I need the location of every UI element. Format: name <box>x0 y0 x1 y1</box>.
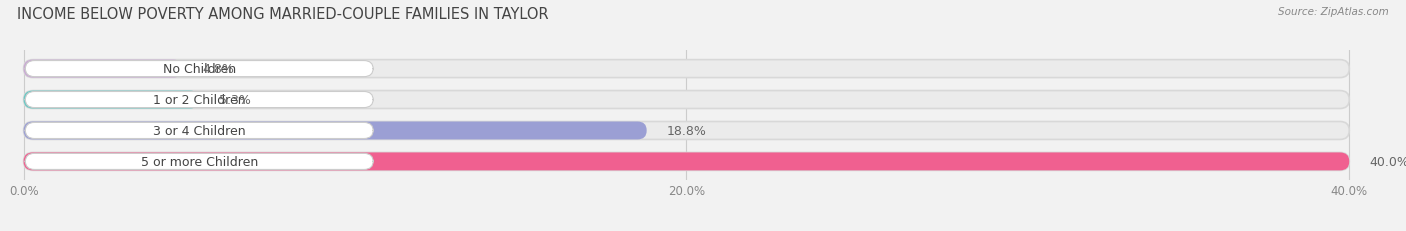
FancyBboxPatch shape <box>24 91 200 109</box>
Text: 40.0%: 40.0% <box>1369 155 1406 168</box>
Text: No Children: No Children <box>163 63 236 76</box>
FancyBboxPatch shape <box>24 122 647 140</box>
FancyBboxPatch shape <box>24 122 1350 140</box>
FancyBboxPatch shape <box>24 153 1350 171</box>
Text: INCOME BELOW POVERTY AMONG MARRIED-COUPLE FAMILIES IN TAYLOR: INCOME BELOW POVERTY AMONG MARRIED-COUPL… <box>17 7 548 22</box>
FancyBboxPatch shape <box>25 154 373 170</box>
FancyBboxPatch shape <box>25 61 373 77</box>
FancyBboxPatch shape <box>24 153 1350 171</box>
Text: Source: ZipAtlas.com: Source: ZipAtlas.com <box>1278 7 1389 17</box>
Text: 4.8%: 4.8% <box>202 63 235 76</box>
FancyBboxPatch shape <box>25 123 373 139</box>
Text: 1 or 2 Children: 1 or 2 Children <box>153 94 246 106</box>
Text: 18.8%: 18.8% <box>666 125 706 137</box>
FancyBboxPatch shape <box>24 91 1350 109</box>
FancyBboxPatch shape <box>24 60 1350 78</box>
FancyBboxPatch shape <box>25 92 373 108</box>
Text: 5 or more Children: 5 or more Children <box>141 155 257 168</box>
Text: 5.3%: 5.3% <box>219 94 252 106</box>
FancyBboxPatch shape <box>24 60 183 78</box>
Text: 3 or 4 Children: 3 or 4 Children <box>153 125 246 137</box>
